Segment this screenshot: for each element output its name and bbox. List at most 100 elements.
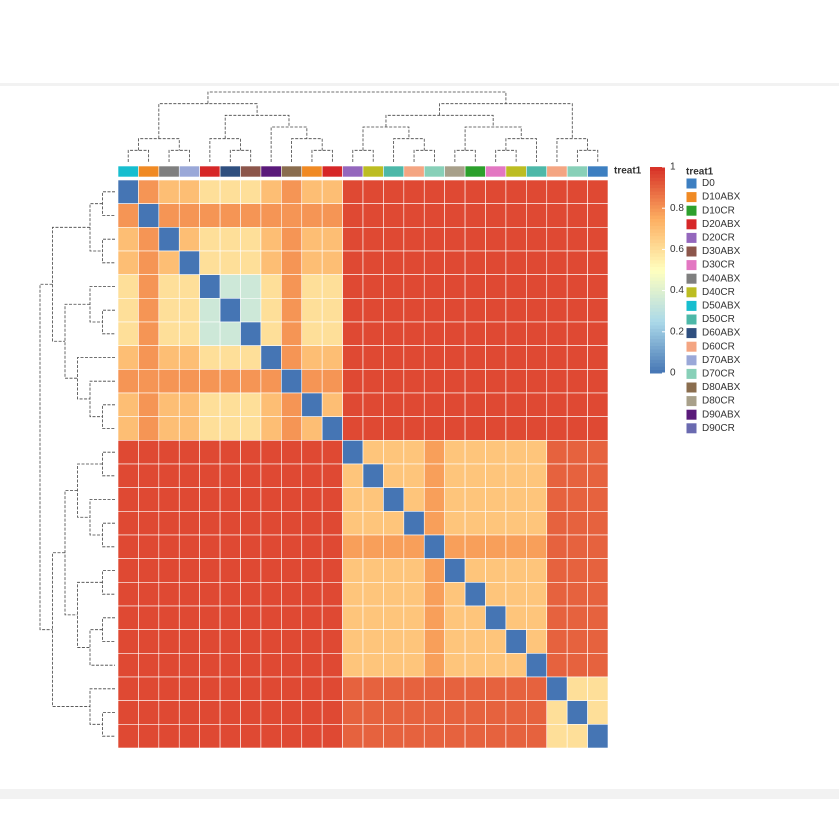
colorbar-segment: [650, 355, 665, 360]
legend-label: D20CR: [702, 233, 735, 244]
heatmap-cell: [138, 582, 160, 607]
heatmap-cell: [505, 179, 527, 204]
heatmap-cell: [178, 250, 200, 275]
heatmap-cell: [505, 203, 527, 228]
heatmap-cell: [526, 227, 548, 252]
heatmap-cell: [158, 724, 180, 749]
legend-swatch: [685, 395, 698, 408]
annotation-cell: [566, 165, 588, 178]
heatmap-cell: [546, 392, 568, 417]
heatmap-cell: [505, 487, 527, 512]
heatmap-cell: [505, 416, 527, 441]
heatmap-cell: [138, 416, 160, 441]
heatmap-cell: [342, 416, 364, 441]
heatmap-cell: [281, 676, 303, 701]
heatmap-cell: [485, 345, 507, 370]
heatmap-cell: [138, 463, 160, 488]
heatmap-cell: [566, 676, 588, 701]
heatmap-cell: [444, 203, 466, 228]
heatmap-cell: [566, 250, 588, 275]
heatmap-cell: [464, 724, 486, 749]
heatmap-cell: [321, 369, 343, 394]
heatmap-cell: [464, 487, 486, 512]
heatmap-cell: [117, 700, 139, 725]
heatmap-cell: [444, 345, 466, 370]
heatmap-cell: [403, 676, 425, 701]
heatmap-cell: [260, 203, 282, 228]
heatmap-cell: [117, 653, 139, 678]
heatmap-cell: [464, 440, 486, 465]
heatmap-cell: [423, 558, 445, 583]
legend-label: D60ABX: [702, 328, 741, 339]
colorbar-tick-label: 0.6: [670, 244, 684, 255]
heatmap-cell: [199, 487, 221, 512]
heatmap-cell: [219, 558, 241, 583]
heatmap-cell: [403, 274, 425, 299]
heatmap-cell: [485, 463, 507, 488]
heatmap-cell: [158, 511, 180, 536]
legend-swatch: [685, 313, 698, 326]
heatmap-cell: [566, 700, 588, 725]
legend-label: D40CR: [702, 287, 735, 298]
heatmap-cell: [117, 392, 139, 417]
colorbar-segment: [650, 197, 665, 202]
heatmap-cell: [321, 179, 343, 204]
heatmap-cell: [321, 558, 343, 583]
heatmap-cell: [444, 416, 466, 441]
heatmap-cell: [362, 416, 384, 441]
heatmap-cell: [158, 227, 180, 252]
heatmap-cell: [526, 463, 548, 488]
heatmap-cell: [444, 700, 466, 725]
heatmap-cell: [240, 416, 262, 441]
heatmap-cell: [321, 534, 343, 559]
colorbar-segment: [650, 215, 665, 219]
heatmap-cell: [383, 345, 405, 370]
heatmap-cell: [281, 558, 303, 583]
heatmap-cell: [240, 487, 262, 512]
annotation-cell: [260, 165, 282, 178]
heatmap-cell: [178, 298, 200, 323]
heatmap-cell: [301, 558, 323, 583]
column-dendrogram: [127, 149, 150, 162]
colorbar-segment: [650, 342, 665, 347]
heatmap-cell: [219, 227, 241, 252]
heatmap-cell: [464, 463, 486, 488]
row-dendrogram: [102, 617, 115, 642]
heatmap-cell: [158, 558, 180, 583]
heatmap-cell: [342, 321, 364, 346]
heatmap-cell: [219, 463, 241, 488]
heatmap-cell: [301, 416, 323, 441]
colorbar-segment: [650, 187, 665, 192]
heatmap-cell: [301, 605, 323, 630]
heatmap-cell: [362, 298, 384, 323]
legend-label: D0: [702, 178, 715, 189]
heatmap-cell: [240, 227, 262, 252]
heatmap-cell: [505, 558, 527, 583]
colorbar-segment: [650, 201, 665, 206]
heatmap-cell: [526, 653, 548, 678]
heatmap-cell: [444, 676, 466, 701]
heatmap-cell: [587, 511, 609, 536]
heatmap-cell: [403, 345, 425, 370]
heatmap-cell: [485, 511, 507, 536]
heatmap-cell: [526, 440, 548, 465]
heatmap-cell: [444, 534, 466, 559]
heatmap-cell: [321, 629, 343, 654]
heatmap-cell: [505, 227, 527, 252]
annotation-cell: [158, 165, 180, 178]
heatmap-cell: [219, 203, 241, 228]
heatmap-cell: [526, 179, 548, 204]
heatmap-cell: [423, 676, 445, 701]
legend-label: D50CR: [702, 314, 735, 325]
heatmap-cell: [505, 605, 527, 630]
heatmap-cell: [240, 534, 262, 559]
colorbar-segment: [650, 297, 665, 302]
heatmap-cell: [342, 534, 364, 559]
heatmap-cell: [342, 298, 364, 323]
heatmap-cell: [546, 345, 568, 370]
heatmap-cell: [505, 676, 527, 701]
heatmap-cell: [342, 203, 364, 228]
heatmap-cell: [240, 582, 262, 607]
heatmap-cell: [464, 345, 486, 370]
heatmap-cell: [117, 345, 139, 370]
